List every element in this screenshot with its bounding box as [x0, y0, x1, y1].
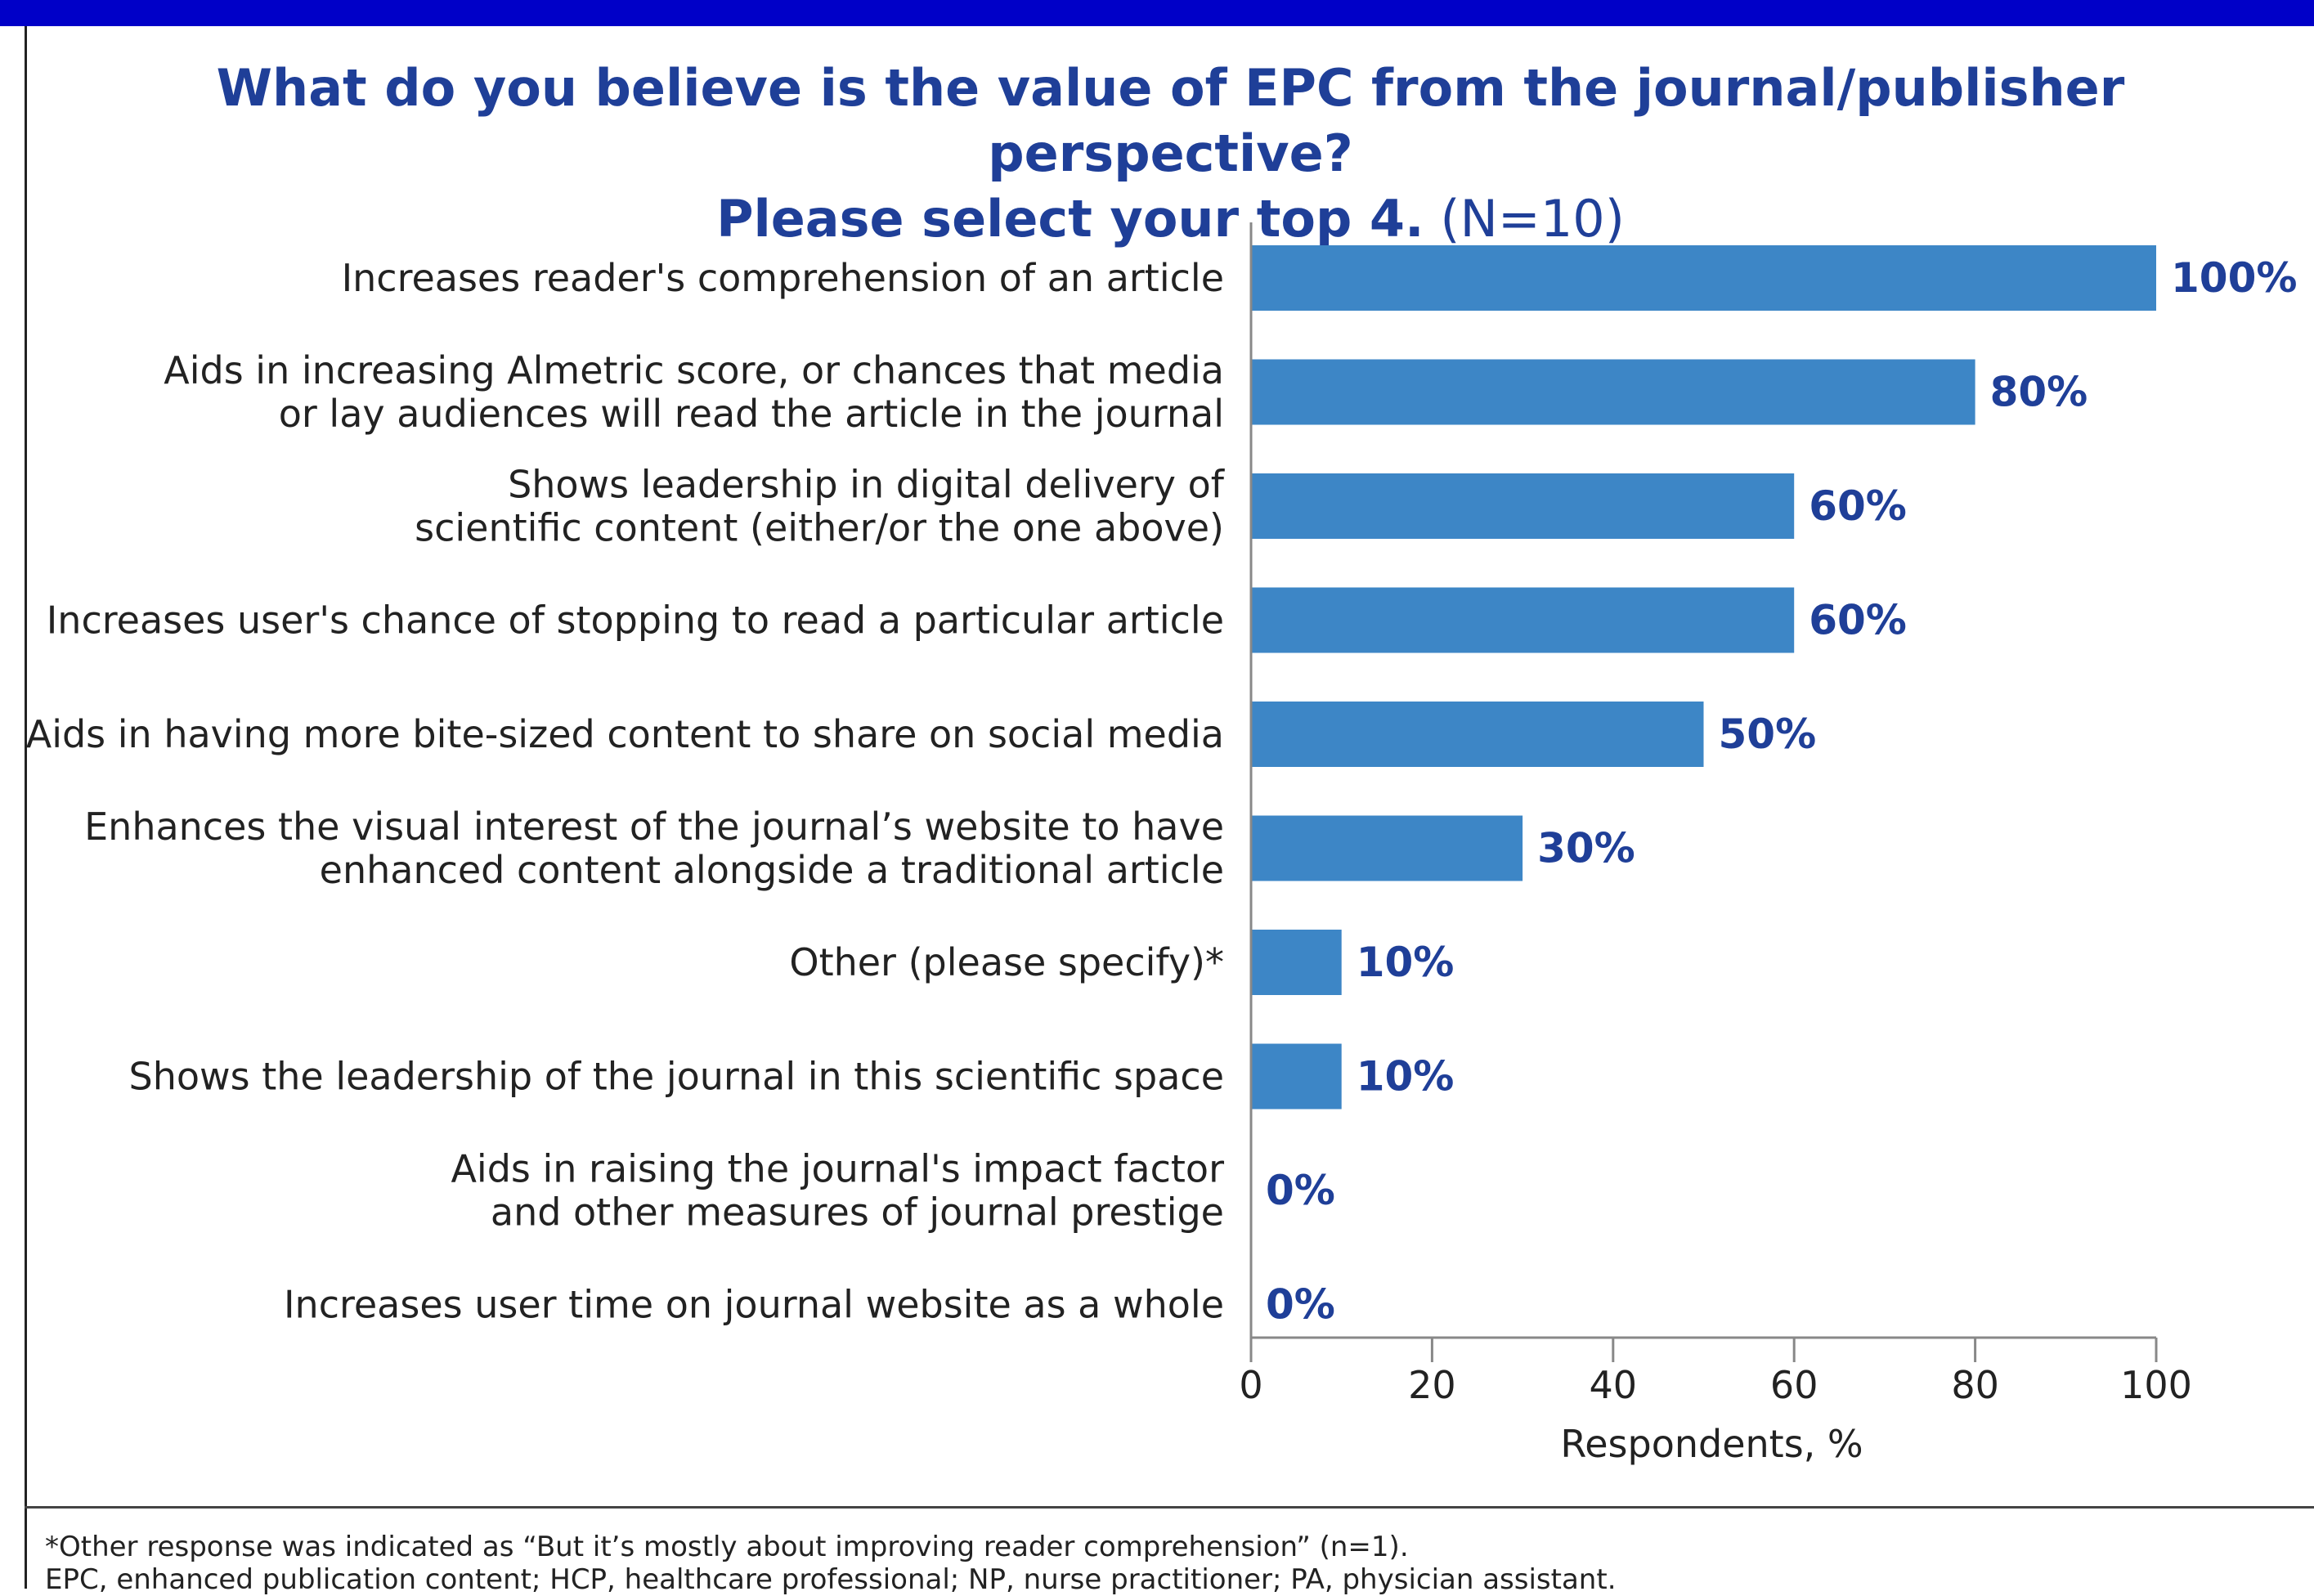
bar — [1251, 359, 1975, 425]
frame-border-left — [25, 26, 27, 1589]
bar — [1251, 1043, 1342, 1110]
x-tick-label: 40 — [1590, 1363, 1638, 1407]
category-label: Increases reader's comprehension of an a… — [342, 256, 1224, 300]
category-label: Other (please specify)* — [789, 940, 1224, 984]
data-label: 30% — [1537, 825, 1635, 872]
data-label: 0% — [1266, 1167, 1335, 1214]
data-label: 60% — [1809, 597, 1907, 644]
x-tick-label: 100 — [2120, 1363, 2192, 1407]
x-tick-label: 60 — [1770, 1363, 1818, 1407]
footnote-divider — [25, 1506, 2314, 1509]
data-label: 100% — [2171, 254, 2297, 302]
title-line-1: What do you believe is the value of EPC … — [216, 58, 2125, 183]
bar — [1251, 702, 1704, 767]
category-label: Increases user time on journal website a… — [284, 1283, 1224, 1327]
category-label: Enhances the visual interest of the jour… — [84, 805, 1224, 849]
bar — [1251, 473, 1795, 539]
data-label: 0% — [1266, 1281, 1335, 1329]
bar — [1251, 245, 2156, 311]
category-label: Shows the leadership of the journal in t… — [129, 1055, 1224, 1099]
bar-chart: 100% Increases reader's comprehension of … — [26, 222, 2297, 1466]
chart-title: What do you believe is the value of EPC … — [27, 56, 2314, 252]
x-tick-label: 20 — [1408, 1363, 1456, 1407]
category-label: or lay audiences will read the article i… — [279, 392, 1224, 436]
bar — [1251, 587, 1795, 653]
category-label: enhanced content alongside a traditional… — [320, 848, 1224, 892]
bar — [1251, 930, 1342, 995]
header-color-bar — [0, 0, 2314, 26]
data-label: 10% — [1357, 1053, 1455, 1101]
data-label: 60% — [1809, 482, 1907, 530]
footnote-other-response: *Other response was indicated as “But it… — [45, 1531, 1409, 1563]
data-label: 50% — [1719, 711, 1817, 758]
category-label: Aids in having more bite-sized content t… — [26, 712, 1224, 756]
category-label: Shows leadership in digital delivery of — [508, 463, 1226, 507]
data-label: 10% — [1357, 939, 1455, 986]
category-label: Increases user's chance of stopping to r… — [47, 598, 1224, 643]
title-question: Please select your top 4. — [716, 189, 1424, 249]
x-tick-label: 0 — [1239, 1363, 1262, 1407]
category-label: Aids in increasing Almetric score, or ch… — [164, 348, 1224, 392]
category-label: Aids in raising the journal's impact fac… — [451, 1147, 1224, 1191]
bar — [1251, 815, 1523, 881]
title-sample-size: (N=10) — [1424, 189, 1625, 249]
data-label: 80% — [1990, 369, 2088, 416]
x-tick-label: 80 — [1951, 1363, 1999, 1407]
category-label: scientific content (either/or the one ab… — [415, 506, 1224, 550]
category-label: and other measures of journal prestige — [491, 1190, 1224, 1235]
footnote-abbreviations: EPC, enhanced publication content; HCP, … — [45, 1563, 1617, 1596]
title-line-2: Please select your top 4. (N=10) — [27, 186, 2314, 252]
x-axis-title: Respondents, % — [1560, 1422, 1863, 1466]
